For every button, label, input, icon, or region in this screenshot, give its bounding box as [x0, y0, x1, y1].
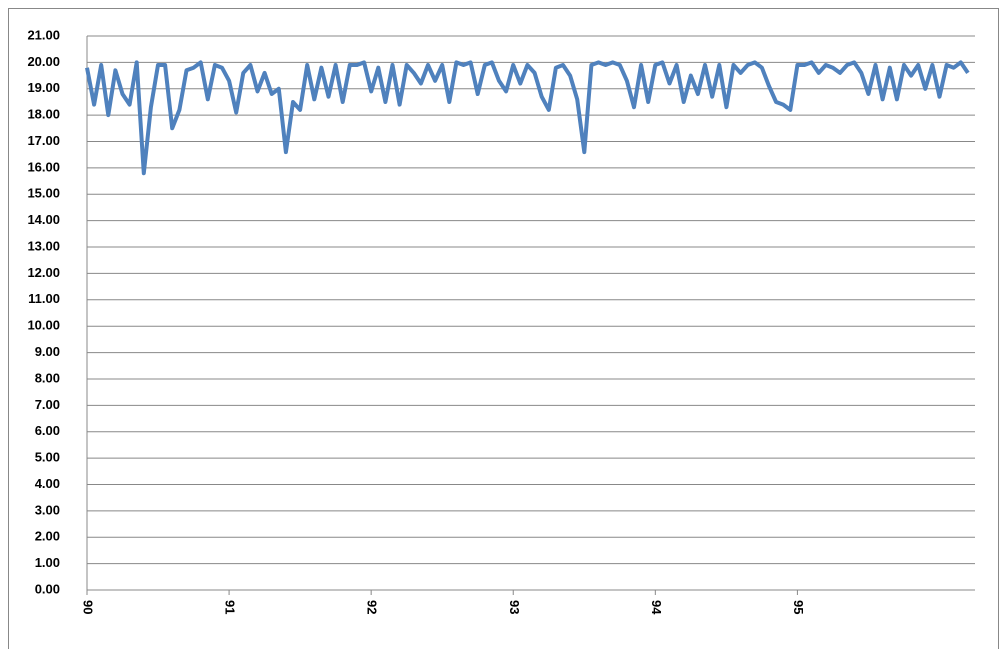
- x-tick-label: 92: [365, 600, 380, 614]
- y-tick-label: 10.00: [27, 318, 60, 333]
- y-tick-label: 20.00: [27, 54, 60, 69]
- y-tick-label: 17.00: [27, 133, 60, 148]
- y-tick-label: 1.00: [35, 555, 60, 570]
- y-tick-label: 11.00: [28, 291, 60, 306]
- y-tick-label: 18.00: [27, 107, 60, 122]
- y-tick-label: 12.00: [27, 265, 60, 280]
- y-tick-label: 13.00: [27, 238, 60, 253]
- y-tick-label: 5.00: [35, 450, 60, 465]
- y-tick-label: 19.00: [27, 80, 60, 95]
- y-tick-label: 14.00: [27, 212, 60, 227]
- data-line: [85, 60, 970, 176]
- y-tick-label: 0.00: [35, 581, 60, 596]
- y-tick-label: 21.00: [27, 27, 60, 42]
- chart-frame: [8, 8, 999, 649]
- y-tick-label: 8.00: [35, 370, 60, 385]
- x-tick-label: 94: [649, 600, 664, 615]
- y-tick-label: 4.00: [35, 476, 60, 491]
- y-tick-label: 3.00: [35, 502, 60, 517]
- x-tick-label: 95: [791, 600, 806, 614]
- y-tick-label: 16.00: [27, 159, 60, 174]
- y-tick-label: 9.00: [35, 344, 60, 359]
- x-tick-label: 91: [223, 600, 238, 614]
- y-tick-label: 7.00: [35, 397, 60, 412]
- y-tick-label: 6.00: [35, 423, 60, 438]
- y-tick-label: 2.00: [35, 529, 60, 544]
- y-tick-label: 15.00: [27, 186, 60, 201]
- x-tick-label: 93: [507, 600, 522, 614]
- x-tick-label: 90: [81, 600, 96, 614]
